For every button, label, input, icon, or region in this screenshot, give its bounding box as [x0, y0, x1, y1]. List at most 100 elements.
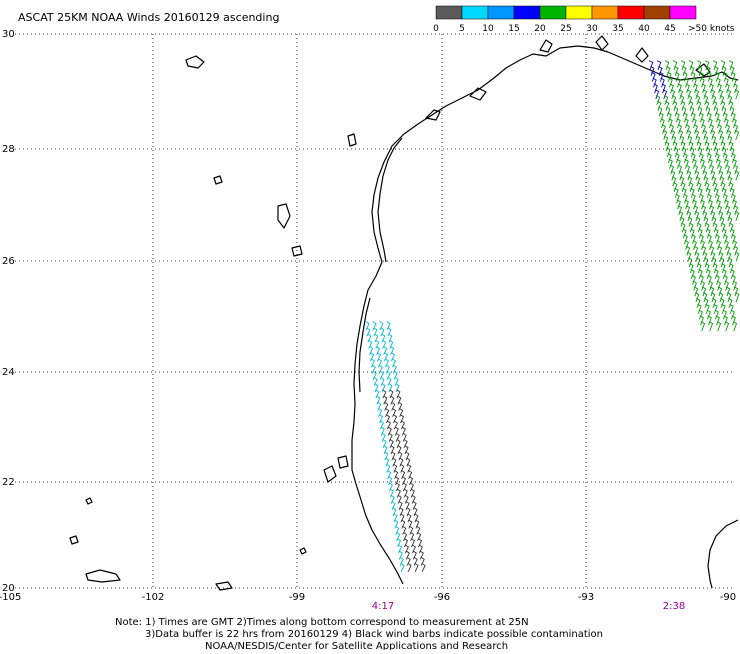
wind-barb — [696, 216, 701, 227]
wind-barb — [705, 222, 710, 233]
wind-barb — [710, 292, 716, 303]
wind-barb — [732, 118, 737, 129]
wind-barb — [700, 77, 705, 88]
wind-barb — [721, 263, 726, 274]
wind-barb — [691, 71, 696, 82]
wind-barb — [733, 205, 739, 216]
bay-inlet-4 — [595, 35, 609, 51]
wind-barb — [720, 298, 725, 308]
wind-barb — [660, 77, 665, 88]
wind-barb — [675, 112, 680, 123]
wind-barb — [697, 303, 702, 314]
wind-barb — [725, 83, 730, 94]
legend-swatch-1 — [461, 5, 489, 20]
wind-barb — [678, 89, 684, 100]
wind-barb — [698, 309, 703, 320]
wind-barb — [699, 112, 704, 123]
wind-barb — [692, 158, 697, 169]
wind-barb — [708, 321, 714, 332]
wind-barb — [669, 124, 674, 134]
map-title: ASCAT 25KM NOAA Winds 20160129 ascending — [18, 11, 279, 24]
wind-barb — [704, 216, 709, 227]
lake-2 — [213, 175, 223, 185]
wind-barb — [732, 199, 737, 210]
wind-barb — [684, 199, 689, 210]
wind-barb — [662, 89, 668, 100]
wind-barb — [675, 193, 680, 204]
wind-barb — [715, 112, 720, 123]
wind-barb — [717, 205, 723, 216]
wind-barb — [722, 187, 727, 198]
wind-barb — [730, 147, 735, 158]
wind-barb — [704, 298, 709, 308]
wind-barb — [694, 211, 700, 221]
wind-barb — [708, 199, 713, 210]
wind-barb — [731, 153, 736, 163]
wind-barb — [683, 193, 688, 204]
wind-barb — [694, 170, 700, 181]
wind-barb — [688, 216, 693, 227]
wind-barb — [689, 100, 694, 111]
wind-barb — [694, 251, 700, 262]
wind-barb — [671, 95, 677, 105]
legend-label-10: >50 knots — [688, 24, 735, 34]
wind-barb — [702, 89, 708, 100]
wind-barb — [648, 60, 654, 71]
wind-barb — [702, 292, 708, 303]
yucatan-coast — [707, 519, 739, 589]
wind-barb — [670, 129, 676, 140]
wind-barb — [673, 141, 678, 152]
wind-barb — [708, 280, 713, 291]
wind-barb — [709, 205, 715, 216]
wind-barb — [722, 147, 727, 158]
wind-barb — [710, 170, 716, 181]
wind-barb — [734, 211, 740, 221]
wind-barb — [718, 292, 724, 303]
wind-barb — [681, 141, 686, 152]
wind-barb — [707, 315, 712, 326]
wind-barb — [414, 562, 419, 572]
wind-barb — [684, 118, 689, 129]
wind-barb — [716, 280, 721, 291]
lon-label-96: -96 — [434, 592, 450, 603]
legend-swatch-9 — [669, 5, 697, 20]
wind-barb — [709, 83, 714, 94]
bay-inlet-5 — [635, 47, 649, 63]
wind-barb — [708, 118, 713, 129]
wind-barb — [685, 164, 690, 175]
wind-barb — [674, 187, 679, 198]
wind-barb — [706, 106, 711, 117]
wind-barb — [706, 147, 711, 158]
wind-barb — [705, 263, 710, 274]
lat-label-22: 22 — [2, 477, 15, 488]
wind-barb — [663, 95, 669, 105]
wind-barb — [673, 182, 678, 192]
wind-barb — [652, 77, 657, 88]
wind-barb — [705, 303, 710, 314]
wind-barb — [653, 83, 658, 94]
wind-barb — [650, 66, 655, 76]
wind-barb — [704, 257, 709, 268]
wind-barb — [701, 245, 707, 256]
legend-swatch-7 — [617, 5, 645, 20]
wind-barb — [697, 100, 702, 111]
wind-barb — [670, 170, 676, 181]
wind-barb — [699, 153, 704, 163]
lake-4 — [291, 245, 303, 257]
wind-barb — [732, 321, 738, 332]
wind-barb — [728, 257, 733, 268]
wind-barb — [716, 158, 721, 169]
wind-barb — [712, 257, 717, 268]
wind-barb — [721, 222, 726, 233]
wind-barb — [701, 164, 706, 175]
wind-barb — [692, 118, 697, 129]
legend-label-8: 40 — [638, 24, 650, 34]
wind-barb — [666, 147, 671, 158]
wind-barb — [708, 240, 713, 250]
legend-swatch-0 — [435, 5, 463, 20]
wind-barb — [680, 216, 685, 227]
wind-barb — [724, 199, 729, 210]
wind-barb — [695, 95, 701, 105]
wind-barb — [693, 245, 699, 256]
wind-barb — [726, 170, 732, 181]
